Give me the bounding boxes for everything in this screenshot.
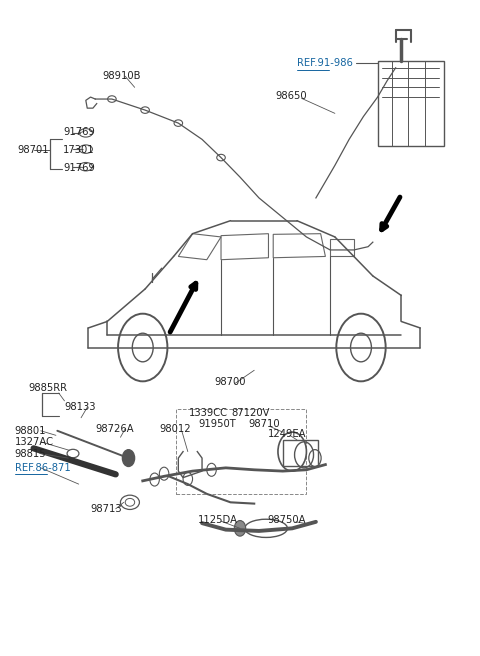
Text: 1339CC: 1339CC <box>189 407 228 418</box>
Text: 98650: 98650 <box>276 91 307 101</box>
Text: 91769: 91769 <box>63 163 95 173</box>
Circle shape <box>234 520 246 536</box>
Text: 98701: 98701 <box>17 145 48 155</box>
Text: 87120V: 87120V <box>231 407 270 418</box>
Text: 1125DA: 1125DA <box>198 515 238 525</box>
Text: 1327AC: 1327AC <box>14 437 54 447</box>
Text: 98910B: 98910B <box>102 72 141 81</box>
Text: 98710: 98710 <box>249 419 280 429</box>
Bar <box>283 440 318 466</box>
Text: REF.86-871: REF.86-871 <box>14 463 71 473</box>
Text: 1249EA: 1249EA <box>267 429 306 439</box>
Text: 98133: 98133 <box>64 402 96 413</box>
Text: 98801: 98801 <box>14 426 46 436</box>
Text: 98750A: 98750A <box>267 515 306 525</box>
Bar <box>176 409 306 494</box>
Text: 98726A: 98726A <box>96 424 134 434</box>
Text: 91950T: 91950T <box>198 419 236 429</box>
Text: 98713: 98713 <box>91 504 122 514</box>
Text: 98815: 98815 <box>14 449 46 459</box>
Text: 98012: 98012 <box>159 424 191 434</box>
Bar <box>378 61 444 146</box>
Text: 98700: 98700 <box>215 377 246 387</box>
Text: 9885RR: 9885RR <box>29 383 68 393</box>
Circle shape <box>122 449 135 466</box>
Text: 17301: 17301 <box>63 145 95 155</box>
Text: REF.91-986: REF.91-986 <box>297 58 353 68</box>
Text: 91769: 91769 <box>63 127 95 136</box>
